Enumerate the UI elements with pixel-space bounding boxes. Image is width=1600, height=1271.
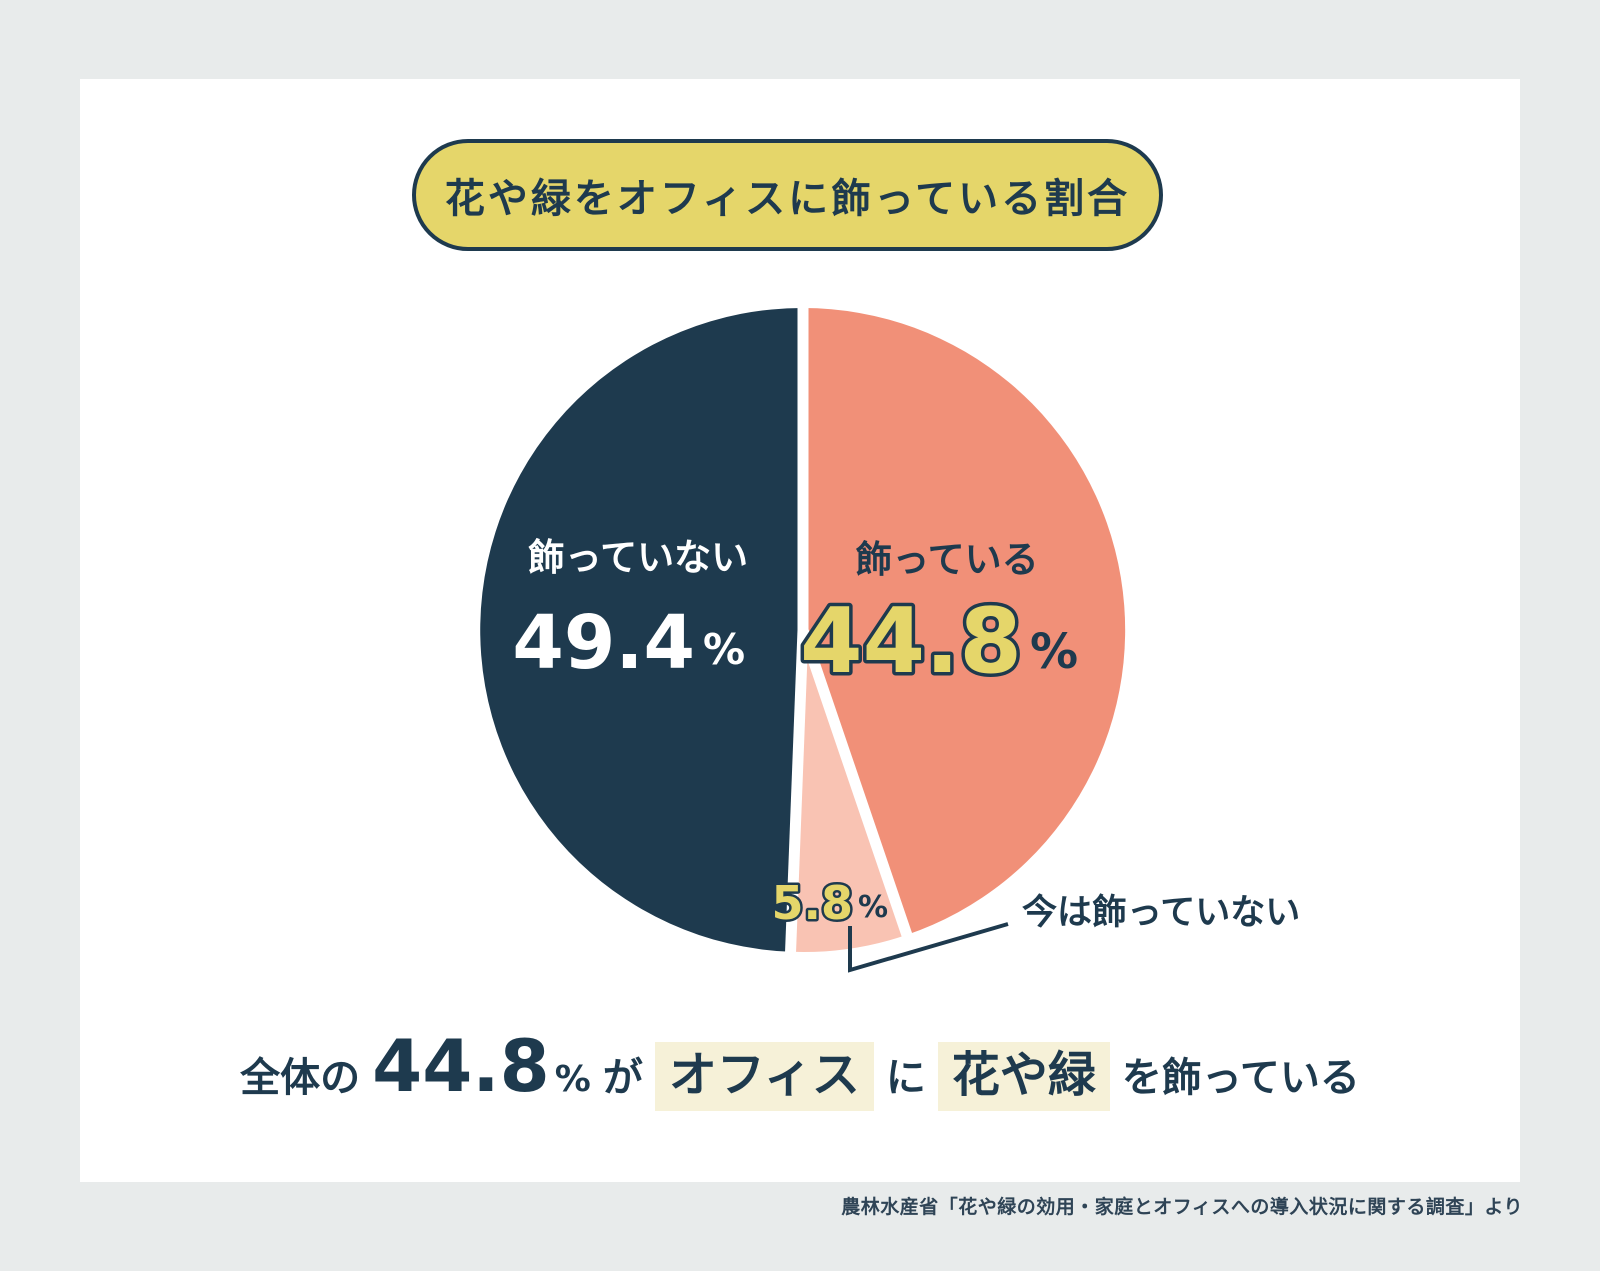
label-not-decorating: 飾っていない — [528, 536, 748, 579]
summary-highlight-office: オフィス — [654, 1042, 874, 1112]
source-citation: 農林水産省「花や緑の効用・家庭とオフィスへの導入状況に関する調査」より — [841, 1196, 1523, 1218]
slice-separators — [784, 294, 917, 967]
percent-decorating: % — [1030, 624, 1078, 680]
label-decorating: 飾っている — [855, 538, 1038, 581]
pie-slice-decorating — [803, 307, 1126, 935]
summary-part3: に — [885, 1055, 926, 1101]
value-not-decorating: 49.4 — [512, 600, 695, 686]
page-title: 花や緑をオフィスに飾っている割合 — [444, 176, 1131, 222]
callout-label: 今は飾っていない — [1022, 893, 1300, 933]
summary-part1: 全体の — [240, 1055, 361, 1101]
summary-percent: % — [554, 1059, 591, 1100]
pie-slice-now-not-decorating — [790, 630, 907, 953]
percent-not-decorating: % — [703, 625, 745, 674]
summary-value: 44.8 — [372, 1024, 550, 1108]
summary-sentence: 全体の 44.8 % が オフィス に 花や緑 を飾っている — [80, 1030, 1520, 1112]
pie-slice-not-decorating — [480, 307, 803, 952]
value-decorating: 44.8 — [800, 589, 1022, 694]
title-pill: 花や緑をオフィスに飾っている割合 — [412, 139, 1163, 251]
percent-now-not-decorating: % — [858, 890, 888, 925]
summary-part4: を飾っている — [1121, 1055, 1360, 1101]
summary-number-group: 44.8 % — [372, 1030, 591, 1102]
summary-highlight-flowers: 花や緑 — [937, 1042, 1110, 1112]
callout-leader-line — [848, 922, 1009, 973]
value-now-not-decorating: 5.8 — [772, 876, 854, 930]
summary-part2: が — [602, 1055, 643, 1101]
